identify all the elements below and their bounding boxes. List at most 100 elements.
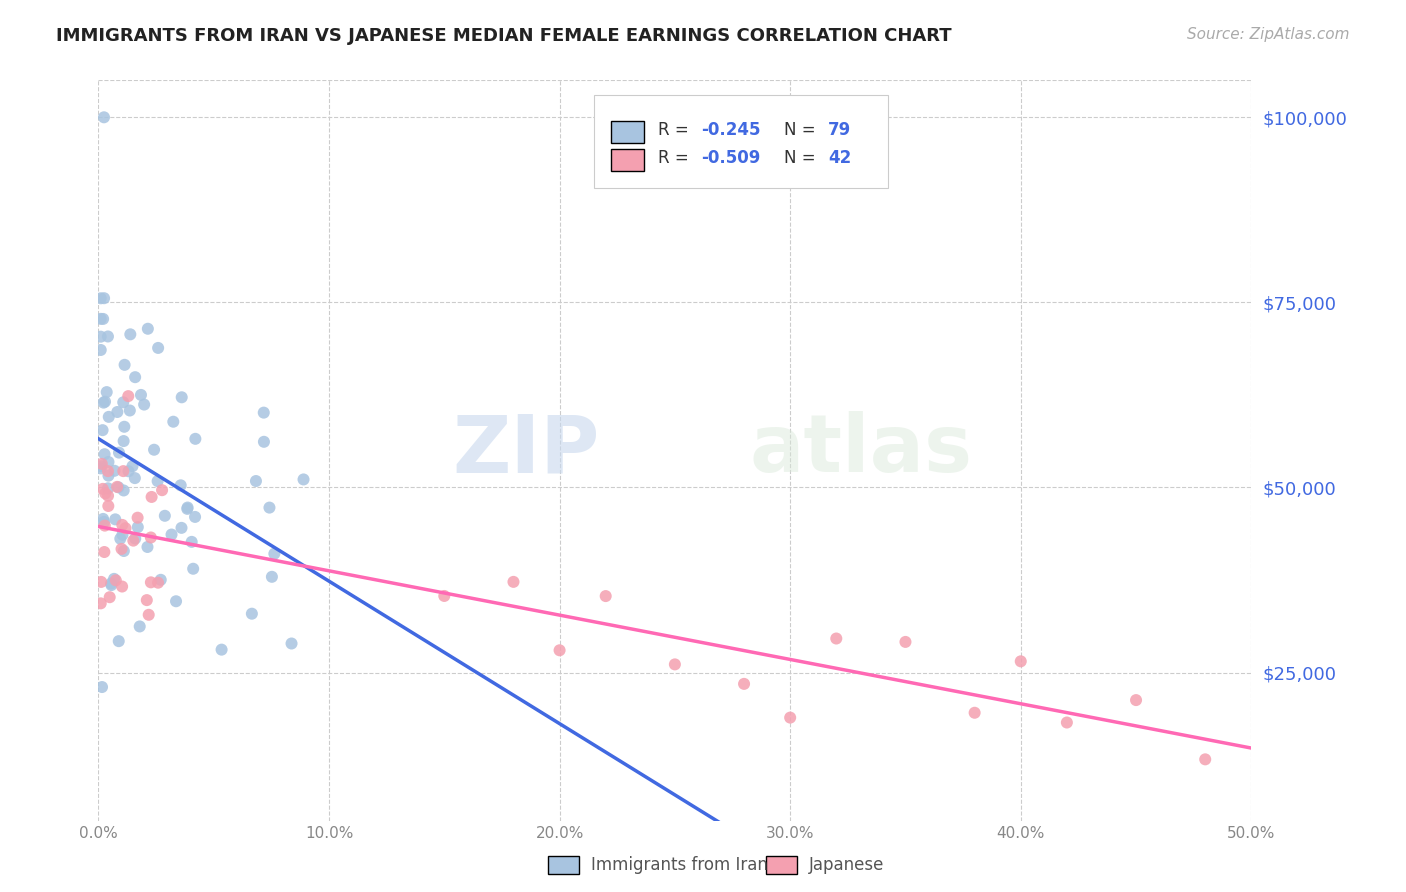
Point	[253, 434, 276, 449]
Point	[548, 643, 571, 657]
Point	[181, 562, 204, 576]
Point	[104, 574, 127, 588]
Point	[90, 596, 112, 610]
Point	[110, 541, 132, 556]
Point	[112, 395, 135, 409]
Text: ZIP: ZIP	[453, 411, 600, 490]
Point	[1194, 752, 1216, 766]
Point	[135, 593, 157, 607]
Point	[104, 512, 127, 526]
Point	[1010, 654, 1032, 668]
Text: -0.509: -0.509	[702, 149, 761, 167]
Point	[146, 575, 169, 590]
Point	[253, 406, 276, 420]
Point	[139, 575, 162, 590]
Point	[245, 474, 267, 488]
Point	[139, 531, 162, 545]
Point	[107, 480, 129, 494]
Point	[124, 471, 146, 485]
Point	[150, 483, 173, 498]
Point	[90, 459, 112, 474]
Point	[93, 447, 115, 461]
Point	[595, 589, 617, 603]
Point	[170, 390, 193, 404]
Point	[112, 464, 135, 478]
Point	[127, 520, 149, 534]
Point	[184, 432, 207, 446]
Point	[120, 327, 142, 342]
Point	[211, 642, 233, 657]
Point	[240, 607, 263, 621]
Point	[138, 607, 160, 622]
Point	[170, 521, 193, 535]
Point	[825, 632, 848, 646]
Point	[90, 311, 112, 326]
Point	[98, 591, 121, 605]
Point	[90, 329, 112, 343]
Point	[91, 680, 114, 694]
Point	[165, 594, 187, 608]
Point	[136, 322, 159, 336]
Point	[111, 517, 134, 532]
FancyBboxPatch shape	[595, 95, 889, 187]
Point	[97, 409, 120, 424]
Text: 79: 79	[828, 121, 852, 139]
Point	[124, 370, 146, 384]
Point	[160, 527, 183, 541]
Point	[111, 527, 134, 541]
Point	[112, 419, 135, 434]
Point	[176, 500, 198, 515]
Point	[103, 572, 125, 586]
Point	[93, 291, 115, 305]
Point	[170, 478, 193, 492]
Point	[90, 574, 112, 589]
Point	[91, 482, 114, 496]
Point	[129, 388, 152, 402]
Point	[91, 312, 114, 326]
Point	[127, 510, 149, 524]
Point	[894, 635, 917, 649]
Point	[162, 415, 184, 429]
Point	[90, 457, 112, 471]
Text: Immigrants from Iran: Immigrants from Iran	[591, 856, 768, 874]
Text: Source: ZipAtlas.com: Source: ZipAtlas.com	[1187, 27, 1350, 42]
Point	[779, 710, 801, 724]
Point	[114, 521, 136, 535]
Point	[110, 532, 132, 546]
Point	[1056, 715, 1078, 730]
Text: IMMIGRANTS FROM IRAN VS JAPANESE MEDIAN FEMALE EARNINGS CORRELATION CHART: IMMIGRANTS FROM IRAN VS JAPANESE MEDIAN …	[56, 27, 952, 45]
Point	[176, 501, 198, 516]
Point	[664, 657, 686, 672]
Text: 42: 42	[828, 149, 852, 167]
Point	[94, 394, 117, 409]
Point	[94, 486, 117, 500]
Point	[105, 405, 128, 419]
Text: N =: N =	[785, 121, 821, 139]
Point	[146, 341, 169, 355]
Point	[111, 580, 134, 594]
Point	[97, 464, 120, 478]
FancyBboxPatch shape	[766, 856, 797, 874]
Point	[128, 619, 150, 633]
Text: atlas: atlas	[749, 411, 973, 490]
Point	[108, 445, 131, 459]
Point	[97, 455, 120, 469]
Point	[136, 540, 159, 554]
Point	[121, 459, 143, 474]
Point	[97, 499, 120, 513]
Point	[112, 544, 135, 558]
Point	[96, 385, 118, 400]
Point	[97, 481, 120, 495]
Point	[114, 358, 136, 372]
Point	[153, 508, 176, 523]
Point	[143, 442, 166, 457]
Point	[146, 474, 169, 488]
Point	[97, 468, 120, 483]
Point	[97, 489, 120, 503]
Text: R =: R =	[658, 149, 693, 167]
Text: Japanese: Japanese	[808, 856, 884, 874]
Point	[122, 533, 145, 548]
Point	[97, 329, 120, 343]
Text: R =: R =	[658, 121, 693, 139]
Point	[105, 480, 128, 494]
